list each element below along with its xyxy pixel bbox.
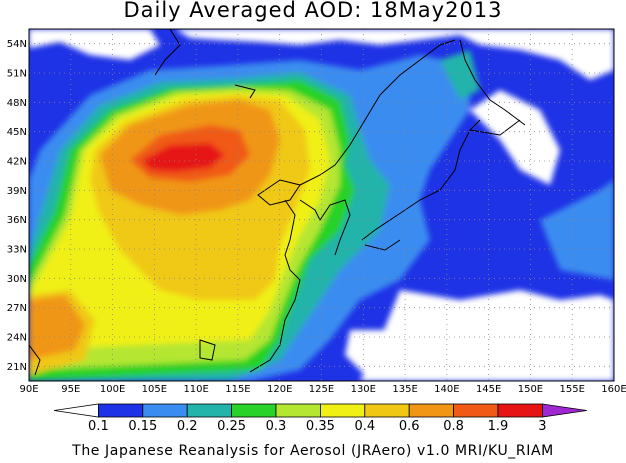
lon-tick-label: 135E: [392, 384, 417, 395]
lon-tick-label: 125E: [309, 384, 334, 395]
lon-tick-label: 110E: [183, 384, 208, 395]
aod-level-3: [142, 143, 225, 172]
colorbar-swatch: [231, 403, 277, 418]
lon-tick-label: 160E: [601, 384, 626, 395]
lon-tick-label: 105E: [142, 384, 167, 395]
aod-lightblue-east: [540, 180, 614, 280]
colorbar-label: 0.3: [266, 419, 287, 434]
lat-tick-label: 45N: [7, 127, 27, 138]
aod-white-north: [175, 29, 614, 80]
colorbar: 0.1 0.15 0.2 0.25 0.3 0.35 0.4 0.6 0.8 1.9 3: [53, 403, 587, 434]
aod-orange-sw: [29, 295, 85, 360]
lon-tick-label: 130E: [351, 384, 376, 395]
colorbar-label: 0.25: [217, 419, 246, 434]
lon-tick-label: 90E: [19, 384, 38, 395]
lat-tick-label: 33N: [7, 245, 27, 256]
colorbar-label: 0.1: [88, 419, 109, 434]
colorbar-swatch: [364, 403, 410, 418]
lat-tick-label: 42N: [7, 157, 27, 168]
colorbar-label: 0.15: [128, 419, 157, 434]
aod-white-okhotsk: [470, 90, 560, 185]
latitude-labels: 54N 51N 48N 45N 42N 39N 36N 33N 30N 27N 24N 21N: [7, 39, 27, 373]
lat-tick-label: 39N: [7, 186, 27, 197]
colorbar-label: 0.6: [399, 419, 420, 434]
lat-tick-label: 54N: [7, 39, 27, 50]
colorbar-label: 0.4: [354, 419, 375, 434]
colorbar-swatch: [142, 403, 188, 418]
aod-white-pacific: [360, 290, 614, 381]
lat-tick-label: 51N: [7, 69, 27, 80]
colorbar-swatch: [497, 403, 543, 418]
lat-tick-label: 48N: [7, 98, 27, 109]
colorbar-label: 0.2: [177, 419, 198, 434]
colorbar-swatch: [408, 403, 455, 418]
colorbar-swatch: [453, 403, 499, 418]
colorbar-swatch: [542, 403, 587, 418]
lon-tick-label: 95E: [61, 384, 80, 395]
lon-tick-label: 155E: [560, 384, 585, 395]
map-frame: [28, 28, 615, 382]
colorbar-swatch: [275, 403, 321, 418]
lat-tick-label: 30N: [7, 274, 27, 285]
colorbar-label: 3: [538, 419, 546, 434]
colorbar-swatch: [53, 403, 99, 418]
lon-tick-label: 100E: [100, 384, 125, 395]
aod-white-ocean: [345, 330, 395, 375]
lon-tick-label: 145E: [476, 384, 501, 395]
colorbar-label: 0.8: [443, 419, 464, 434]
map-title: Daily Averaged AOD: 18May2013: [123, 0, 503, 22]
map-grid: [29, 29, 614, 381]
lon-tick-label: 150E: [518, 384, 543, 395]
longitude-labels: 90E 95E 100E 105E 110E 115E 120E 125E 130E 135E 14…: [19, 384, 626, 395]
lon-tick-label: 140E: [434, 384, 459, 395]
colorbar-label: 0.35: [306, 419, 335, 434]
credit-line: The Japanese Reanalysis for Aerosol (JRA…: [72, 443, 554, 459]
aod-teal-north: [440, 50, 480, 100]
colorbar-swatch: [186, 403, 232, 418]
lat-tick-label: 36N: [7, 215, 27, 226]
colorbar-swatch: [319, 403, 366, 418]
aod-field: [29, 29, 614, 381]
lon-tick-label: 120E: [267, 384, 292, 395]
lat-tick-label: 21N: [7, 362, 27, 373]
aod-level-0.1: [29, 29, 160, 60]
colorbar-swatch: [98, 403, 144, 418]
lat-tick-label: 27N: [7, 303, 27, 314]
lat-tick-label: 24N: [7, 333, 27, 344]
colorbar-label: 1.9: [488, 419, 509, 434]
coastlines: [29, 29, 526, 376]
lon-tick-label: 115E: [225, 384, 250, 395]
